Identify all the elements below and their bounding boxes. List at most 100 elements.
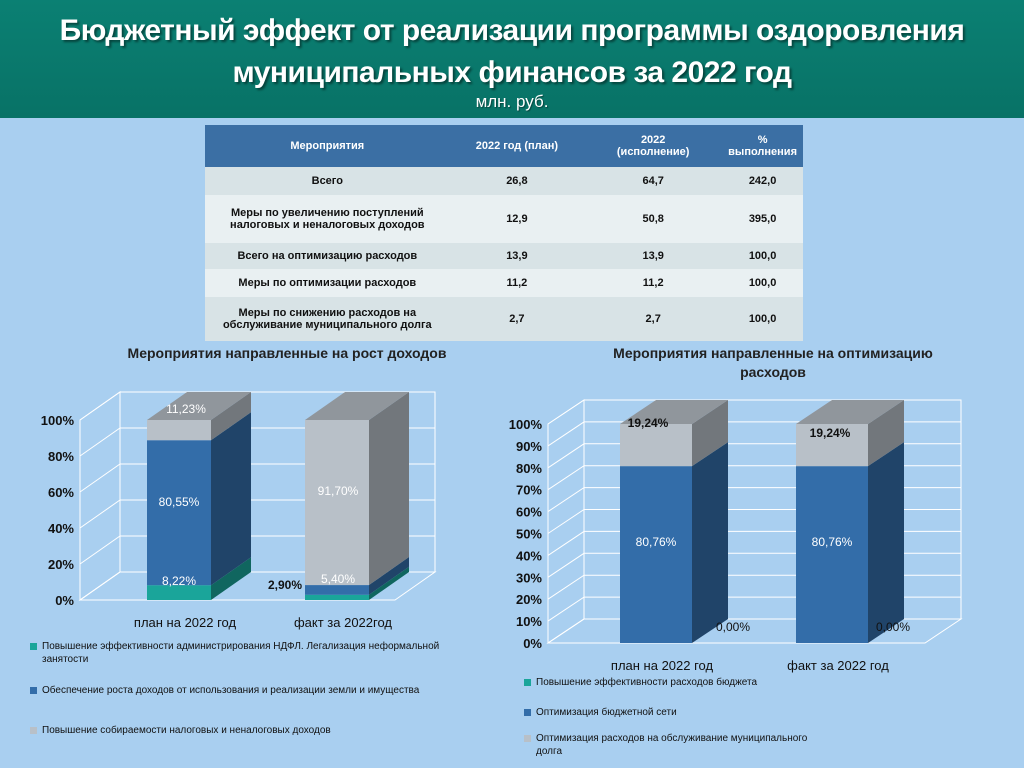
bar-segment-top — [620, 400, 728, 424]
y-tick-label: 10% — [516, 614, 542, 629]
bar-segment-top — [147, 392, 251, 420]
y-tick-label: 0% — [55, 593, 74, 608]
y-tick-label: 100% — [41, 413, 75, 428]
table-cell: 13,9 — [584, 243, 723, 269]
data-label: 5,40% — [321, 572, 355, 586]
bar-segment-front — [620, 466, 692, 643]
chart-title: расходов — [740, 364, 806, 380]
table-cell: Меры по оптимизации расходов — [205, 269, 450, 297]
table-row: Всего 26,8 64,7 242,0 — [205, 167, 803, 195]
data-label: 80,55% — [159, 495, 200, 509]
legend-swatch — [30, 643, 37, 650]
legend-label: Повышение эффективности администрировани… — [42, 641, 440, 665]
chart-side-wall — [79, 391, 121, 601]
y-tick-label: 40% — [516, 548, 542, 563]
bar-segment-front — [147, 420, 211, 441]
title-line-1: Бюджетный эффект от реализации программы… — [59, 14, 965, 47]
table-cell: Меры по увеличению поступлений налоговых… — [205, 195, 450, 243]
bar-segment-top — [796, 400, 904, 424]
table-cell: 64,7 — [584, 167, 723, 195]
y-tick-label: 50% — [516, 527, 542, 542]
legend-label: Оптимизация расходов на обслуживание мун… — [536, 733, 808, 757]
data-label: 91,70% — [318, 484, 359, 498]
table-cell: 2,7 — [449, 297, 585, 341]
legend-label: Повышение собираемости налоговых и ненал… — [42, 725, 331, 736]
data-label: 80,76% — [812, 535, 853, 549]
legend-label: Повышение эффективности расходов бюджета — [536, 677, 758, 688]
x-category-label: факт за 2022год — [294, 615, 392, 630]
header-cell: % выполнения — [722, 125, 803, 167]
data-label: 19,24% — [810, 426, 851, 440]
table-row: Всего на оптимизацию расходов 13,9 13,9 … — [205, 243, 803, 269]
bar-segment-side — [692, 400, 728, 467]
legend-swatch — [524, 679, 531, 686]
y-tick-label: 40% — [48, 521, 74, 536]
bar-segment-side — [369, 557, 409, 595]
table-cell: 395,0 — [722, 195, 803, 243]
bar-segment-front — [147, 585, 211, 600]
table-cell: 11,2 — [584, 269, 723, 297]
bar-segment-front — [620, 424, 692, 467]
header-cell: 2022 (исполнение) — [584, 125, 723, 167]
y-tick-label: 100% — [509, 417, 543, 432]
legend-swatch — [524, 709, 531, 716]
y-tick-label: 20% — [48, 557, 74, 572]
data-label: 0,00% — [716, 620, 750, 634]
gridline — [79, 391, 435, 421]
y-tick-label: 60% — [48, 485, 74, 500]
bar-segment-side — [868, 400, 904, 467]
bar-segment-side — [211, 557, 251, 600]
legend-label: Обеспечение роста доходов от использован… — [42, 685, 420, 696]
table-cell: 13,9 — [449, 243, 585, 269]
bar-segment-front — [305, 585, 369, 595]
bar-segment-side — [369, 566, 409, 600]
y-tick-label: 30% — [516, 570, 542, 585]
x-category-label: факт за 2022 год — [787, 658, 889, 673]
chart-title: Мероприятия направленные на рост доходов — [128, 345, 447, 361]
table-cell: 26,8 — [449, 167, 585, 195]
table-row: Меры по увеличению поступлений налоговых… — [205, 195, 803, 243]
table-cell: 100,0 — [722, 269, 803, 297]
y-tick-label: 80% — [48, 449, 74, 464]
table-cell: 100,0 — [722, 243, 803, 269]
header-cell: Мероприятия — [205, 125, 450, 167]
y-tick-label: 0% — [523, 636, 542, 651]
data-label: 0,00% — [876, 620, 910, 634]
bar-segment-front — [305, 594, 369, 600]
bar-segment-top — [305, 392, 409, 420]
bar-segment-side — [692, 442, 728, 643]
table-cell: 2,7 — [584, 297, 723, 341]
bar-segment-front — [147, 440, 211, 586]
legend-label: Оптимизация бюджетной сети — [536, 707, 677, 718]
legend-swatch — [524, 735, 531, 742]
table-cell: Всего на оптимизацию расходов — [205, 243, 450, 269]
data-label: 2,90% — [268, 578, 302, 592]
table-cell: 100,0 — [722, 297, 803, 341]
table-cell: Меры по снижению расходов на обслуживани… — [205, 297, 450, 341]
data-label: 11,23% — [166, 402, 206, 416]
y-tick-label: 90% — [516, 439, 542, 454]
bar-segment-side — [868, 442, 904, 643]
table-cell: 12,9 — [449, 195, 585, 243]
x-category-label: план на 2022 год — [134, 615, 237, 630]
table-cell: 11,2 — [449, 269, 585, 297]
x-category-label: план на 2022 год — [611, 658, 714, 673]
header-cell: 2022 год (план) — [449, 125, 585, 167]
table-row: Меры по оптимизации расходов 11,2 11,2 1… — [205, 269, 803, 297]
bar-segment-side — [211, 392, 251, 441]
y-tick-label: 80% — [516, 461, 542, 476]
y-tick-label: 70% — [516, 483, 542, 498]
y-tick-label: 20% — [516, 592, 542, 607]
y-tick-label: 60% — [516, 505, 542, 520]
table-cell: 242,0 — [722, 167, 803, 195]
legend-revenue: Повышение эффективности администрировани… — [30, 640, 450, 750]
legend-expenses: Повышение эффективности расходов бюджета… — [524, 676, 824, 766]
data-label: 19,24% — [628, 416, 669, 430]
chart-title: Мероприятия направленные на оптимизацию — [613, 345, 933, 361]
table-cell: 50,8 — [584, 195, 723, 243]
bar-segment-front — [305, 420, 369, 586]
page-title: Бюджетный эффект от реализации программы… — [0, 10, 1024, 94]
unit-label: млн. руб. — [475, 92, 549, 111]
header: Бюджетный эффект от реализации программы… — [0, 0, 1024, 118]
